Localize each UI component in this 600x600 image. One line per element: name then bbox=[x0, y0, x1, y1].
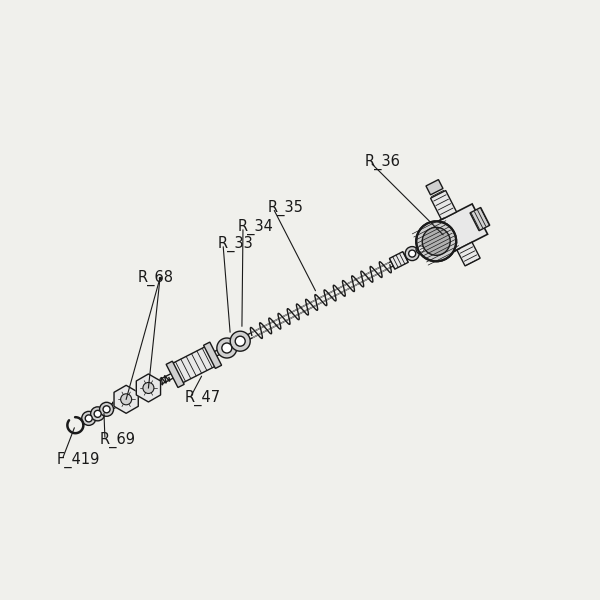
Circle shape bbox=[416, 244, 426, 254]
Polygon shape bbox=[114, 385, 138, 413]
Text: R_47: R_47 bbox=[185, 390, 221, 406]
Circle shape bbox=[217, 338, 237, 358]
Polygon shape bbox=[166, 361, 184, 388]
Polygon shape bbox=[431, 190, 457, 220]
Polygon shape bbox=[470, 208, 490, 231]
Polygon shape bbox=[136, 374, 161, 402]
Polygon shape bbox=[389, 251, 408, 269]
Polygon shape bbox=[426, 204, 488, 258]
Circle shape bbox=[103, 406, 110, 413]
Circle shape bbox=[121, 394, 131, 405]
Text: R_34: R_34 bbox=[238, 219, 274, 235]
Circle shape bbox=[405, 247, 419, 260]
Text: R_36: R_36 bbox=[365, 154, 401, 170]
Text: R_69: R_69 bbox=[100, 432, 136, 448]
Circle shape bbox=[418, 246, 424, 252]
Text: R_68: R_68 bbox=[138, 270, 174, 286]
Polygon shape bbox=[457, 242, 480, 266]
Circle shape bbox=[91, 407, 104, 421]
Circle shape bbox=[235, 336, 245, 346]
Text: R_35: R_35 bbox=[268, 200, 304, 216]
Circle shape bbox=[222, 343, 232, 353]
Circle shape bbox=[94, 410, 101, 418]
Circle shape bbox=[409, 250, 416, 257]
Text: R_33: R_33 bbox=[218, 236, 254, 252]
Circle shape bbox=[85, 415, 92, 422]
Circle shape bbox=[416, 221, 456, 262]
Polygon shape bbox=[426, 179, 443, 195]
Circle shape bbox=[143, 382, 154, 394]
Circle shape bbox=[422, 227, 450, 256]
Polygon shape bbox=[203, 342, 221, 368]
Circle shape bbox=[230, 331, 250, 351]
Text: F_419: F_419 bbox=[57, 452, 100, 468]
Circle shape bbox=[100, 403, 113, 416]
Circle shape bbox=[82, 412, 96, 425]
Polygon shape bbox=[170, 346, 218, 384]
